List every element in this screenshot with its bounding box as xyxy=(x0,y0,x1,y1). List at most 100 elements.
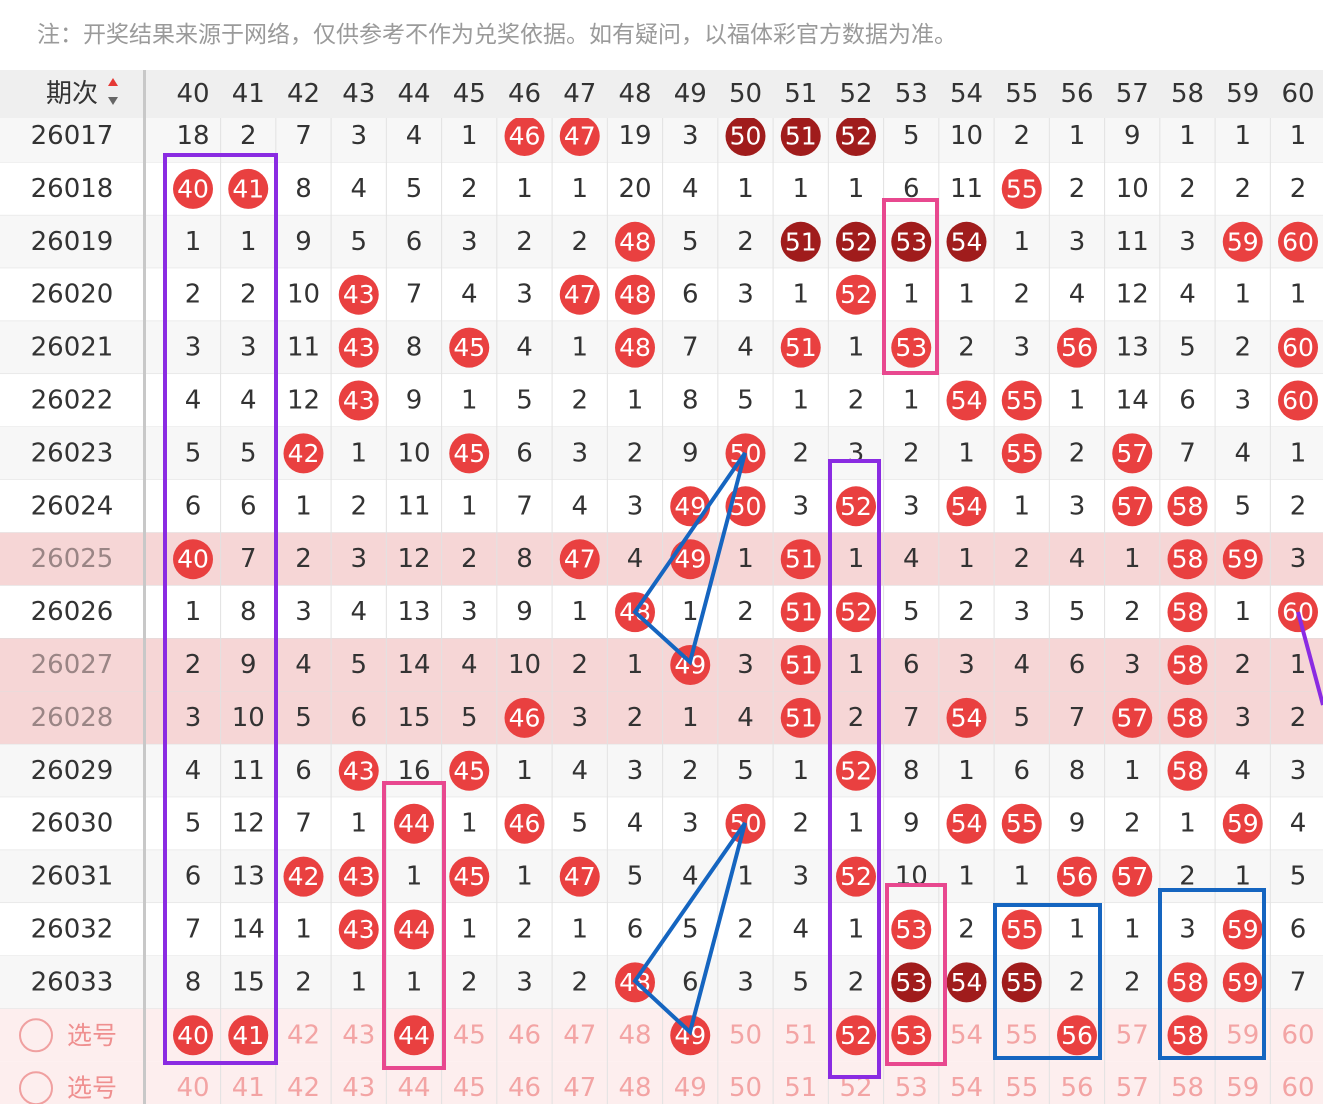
miss-count: 4 xyxy=(1179,280,1196,310)
miss-count: 10 xyxy=(950,121,983,151)
ball xyxy=(1001,168,1042,209)
ball-number: 54 xyxy=(951,703,983,732)
miss-count: 4 xyxy=(571,491,588,521)
miss-count: 53 xyxy=(895,1073,928,1103)
miss-count: 1 xyxy=(1179,809,1196,839)
miss-count: 1 xyxy=(848,650,865,680)
miss-count: 7 xyxy=(406,280,423,310)
miss-count: 56 xyxy=(1060,1073,1093,1103)
miss-count: 1 xyxy=(1013,862,1030,892)
header-bar xyxy=(0,70,1323,118)
ball-number: 59 xyxy=(1227,227,1259,256)
ball xyxy=(173,168,213,209)
miss-count: 3 xyxy=(516,967,533,997)
ball xyxy=(891,962,932,1003)
column-header: 56 xyxy=(1060,79,1093,109)
miss-count: 5 xyxy=(1013,703,1030,733)
ball-number: 58 xyxy=(1172,492,1204,521)
miss-count: 13 xyxy=(1116,333,1149,363)
miss-count: 60 xyxy=(1281,1020,1314,1050)
issue: 26026 xyxy=(31,597,114,627)
miss-count: 54 xyxy=(950,1073,983,1103)
miss-count: 1 xyxy=(571,915,588,945)
miss-count: 6 xyxy=(185,491,202,521)
miss-count: 5 xyxy=(1234,491,1251,521)
miss-count: 57 xyxy=(1116,1073,1149,1103)
ball-number: 45 xyxy=(453,862,485,891)
miss-count: 7 xyxy=(1179,438,1196,468)
column-header: 53 xyxy=(895,79,928,109)
miss-count: 4 xyxy=(295,650,312,680)
miss-count: 1 xyxy=(737,862,754,892)
ball-number: 54 xyxy=(951,968,983,997)
ball xyxy=(1112,486,1153,527)
miss-count: 6 xyxy=(627,915,644,945)
miss-count: 6 xyxy=(1290,915,1307,945)
miss-count: 1 xyxy=(1290,280,1307,310)
miss-count: 50 xyxy=(729,1020,762,1050)
sort-up[interactable] xyxy=(108,78,118,86)
ball-number: 43 xyxy=(343,756,375,785)
miss-count: 3 xyxy=(682,809,699,839)
ball-number: 58 xyxy=(1172,598,1204,627)
miss-count: 5 xyxy=(571,809,588,839)
issue: 26030 xyxy=(31,809,114,839)
miss-count: 2 xyxy=(1124,809,1141,839)
issue: 26017 xyxy=(31,121,114,151)
miss-count: 19 xyxy=(618,121,651,151)
miss-count: 11 xyxy=(232,756,265,786)
miss-count: 4 xyxy=(792,915,809,945)
miss-count: 44 xyxy=(397,1073,430,1103)
miss-count: 4 xyxy=(1013,650,1030,680)
pick-label[interactable]: 选号 xyxy=(67,1021,117,1050)
ball-number: 47 xyxy=(564,545,596,574)
issue: 26024 xyxy=(31,491,114,521)
ball xyxy=(780,327,821,368)
miss-count: 6 xyxy=(903,174,920,204)
ball-number: 45 xyxy=(453,756,485,785)
ball xyxy=(836,486,876,527)
miss-count: 41 xyxy=(232,1073,265,1103)
miss-count: 5 xyxy=(737,756,754,786)
ball-number: 43 xyxy=(343,333,375,362)
miss-count: 3 xyxy=(1290,544,1307,574)
miss-count: 4 xyxy=(1234,438,1251,468)
miss-count: 1 xyxy=(792,756,809,786)
miss-count: 7 xyxy=(1069,703,1086,733)
pick-radio[interactable] xyxy=(19,1018,53,1053)
miss-count: 2 xyxy=(461,544,478,574)
miss-count: 51 xyxy=(784,1020,817,1050)
miss-count: 1 xyxy=(737,174,754,204)
miss-count: 1 xyxy=(1069,915,1086,945)
ball xyxy=(1222,909,1263,950)
miss-count: 6 xyxy=(1013,756,1030,786)
sort-down[interactable] xyxy=(108,97,118,105)
ball-number: 40 xyxy=(177,545,209,574)
ball-number: 52 xyxy=(840,598,872,627)
ball xyxy=(615,274,655,315)
ball-number: 59 xyxy=(1227,809,1259,838)
miss-count: 1 xyxy=(1124,756,1141,786)
ball-number: 52 xyxy=(840,227,872,256)
miss-count: 2 xyxy=(1013,280,1030,310)
issue: 26019 xyxy=(31,227,114,257)
ball xyxy=(946,380,987,421)
miss-count: 14 xyxy=(397,650,430,680)
column-header: 52 xyxy=(839,79,872,109)
pick-label[interactable]: 选号 xyxy=(67,1074,117,1103)
miss-count: 6 xyxy=(406,227,423,257)
miss-count: 2 xyxy=(461,174,478,204)
ball xyxy=(836,592,876,633)
miss-count: 2 xyxy=(1290,491,1307,521)
ball xyxy=(1167,1015,1208,1056)
miss-count: 1 xyxy=(1013,491,1030,521)
pick-radio[interactable] xyxy=(19,1071,53,1104)
ball-number: 56 xyxy=(1061,1021,1093,1050)
miss-count: 6 xyxy=(682,280,699,310)
miss-count: 2 xyxy=(1234,333,1251,363)
miss-count: 5 xyxy=(682,227,699,257)
miss-count: 3 xyxy=(682,121,699,151)
column-header: 47 xyxy=(563,79,596,109)
miss-count: 3 xyxy=(737,650,754,680)
miss-count: 7 xyxy=(682,333,699,363)
